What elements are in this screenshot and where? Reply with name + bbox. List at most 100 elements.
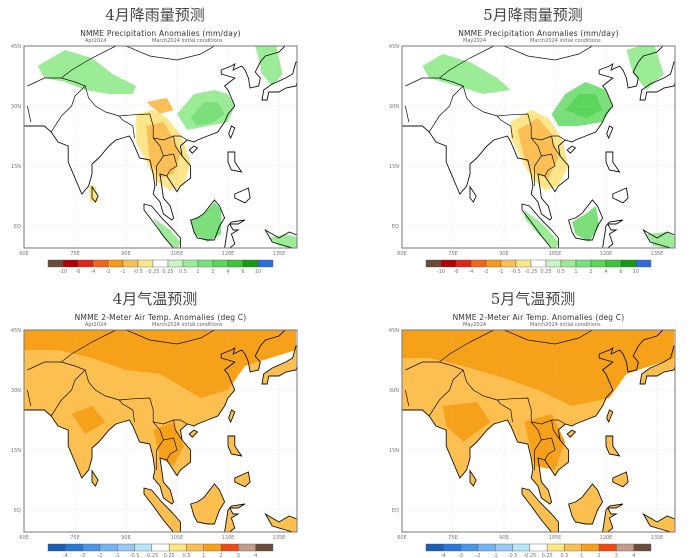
country-border — [50, 85, 86, 133]
coastline — [602, 219, 624, 248]
colorbar-swatch — [590, 259, 607, 268]
lon-tick-label: 75E — [70, 251, 80, 257]
coastline — [190, 483, 226, 525]
coastline — [228, 409, 236, 424]
colorbar-label: 0.5 — [179, 269, 187, 274]
land-area — [612, 188, 629, 203]
lon-tick-label: 90E — [121, 251, 131, 257]
colorbar-label: -0.5 — [133, 269, 143, 274]
coastline — [227, 151, 243, 173]
land-area — [606, 126, 613, 138]
lat-tick-label: 45N — [11, 328, 21, 334]
colorbar-swatch — [134, 543, 153, 552]
land-area — [224, 220, 245, 248]
colorbar-swatch — [151, 543, 170, 552]
colorbar-swatch — [257, 259, 274, 268]
colorbar-label: -4 — [63, 553, 68, 558]
forecast-month: May2024 — [463, 38, 487, 44]
colorbar-label: 4 — [254, 553, 257, 558]
country-border — [551, 135, 561, 157]
lon-tick-label: 135E — [273, 535, 286, 541]
country-border — [551, 419, 561, 441]
land-area — [602, 504, 623, 532]
colorbar-label: 3 — [237, 553, 240, 558]
colorbar-swatch — [485, 259, 502, 268]
anomaly-region — [146, 122, 181, 178]
lon-tick-label: 135E — [651, 535, 664, 541]
colorbar-label: -10 — [59, 269, 67, 274]
colorbar-swatch — [122, 259, 139, 268]
colorbar-swatch — [62, 259, 79, 268]
coastline — [642, 228, 675, 248]
land-area — [234, 472, 251, 487]
colorbar-label: -1 — [121, 269, 126, 274]
coastline — [642, 512, 675, 532]
colorbar-swatch — [168, 543, 187, 552]
anomaly-region — [524, 210, 559, 248]
coastline — [605, 435, 621, 457]
lat-tick-label: 30N — [11, 104, 21, 110]
colorbar-label: -2 — [97, 553, 102, 558]
map-title: NMME Precipitation Anomalies (mm/day) — [80, 29, 241, 38]
colorbar-swatch — [575, 259, 592, 268]
country-border — [118, 399, 135, 423]
colorbar-label: -2 — [106, 269, 111, 274]
land-area — [612, 472, 629, 487]
colorbar-swatch — [238, 543, 256, 552]
coastline — [606, 125, 614, 140]
coastline — [639, 61, 675, 101]
colorbar-label: 2 — [597, 553, 600, 558]
forecast-month: Apr2024 — [85, 322, 107, 328]
colorbar-label: -2 — [484, 269, 489, 274]
land-area — [470, 186, 477, 202]
coastline — [612, 187, 629, 204]
anomaly-region — [517, 118, 559, 178]
lon-tick-label: 120E — [600, 251, 613, 257]
colorbar-swatch — [529, 543, 548, 552]
lat-tick-label: EQ — [14, 224, 21, 230]
lat-tick-label: 45N — [389, 44, 399, 50]
lon-tick-label: 120E — [222, 535, 235, 541]
colorbar-label: -1 — [115, 553, 120, 558]
colorbar-label: 1 — [580, 553, 583, 558]
colorbar-label: 3 — [615, 553, 618, 558]
colorbar-swatch — [117, 543, 135, 552]
colorbar-swatch — [227, 259, 244, 268]
lat-tick-label: 45N — [11, 44, 21, 50]
country-border — [503, 46, 594, 61]
colorbar-label: -1 — [493, 553, 498, 558]
colorbar-swatch — [500, 259, 517, 268]
map-svg: 60E 75E 90E 105E 120E 135E 45N 30N 15N EQ -10 -6 -4 -… — [389, 44, 676, 274]
colorbar-swatch — [47, 259, 64, 268]
colorbar-swatch — [152, 259, 169, 268]
coastline — [91, 185, 99, 203]
colorbar-label: -6 — [76, 269, 81, 274]
anomaly-region — [190, 202, 222, 242]
colorbar-swatch — [443, 543, 461, 552]
colorbar-swatch — [255, 543, 274, 552]
lon-tick-label: 120E — [222, 251, 235, 257]
country-border — [118, 115, 135, 139]
forecast-month: May2024 — [463, 322, 487, 328]
colorbar-label: 2 — [589, 269, 592, 274]
colorbar-swatch — [440, 259, 457, 268]
land-area — [265, 514, 297, 532]
land-area — [92, 470, 99, 486]
colorbar-label: 0.25 — [162, 269, 173, 274]
lon-tick-label: 90E — [499, 535, 509, 541]
land-area — [643, 514, 675, 532]
land-area — [190, 484, 225, 524]
coastline — [224, 503, 246, 532]
coastline — [224, 219, 246, 248]
colorbar-label: -0.5 — [130, 553, 140, 558]
country-border — [163, 153, 178, 177]
colorbar-label: 6 — [619, 269, 622, 274]
country-border — [405, 105, 410, 123]
colorbar-label: -3 — [80, 553, 85, 558]
coastline — [264, 228, 297, 248]
anomaly-region — [268, 234, 297, 248]
colorbar-label: -0.25 — [147, 269, 160, 274]
colorbar-swatch — [197, 259, 214, 268]
colorbar-swatch — [598, 543, 617, 552]
coastline — [606, 409, 614, 424]
